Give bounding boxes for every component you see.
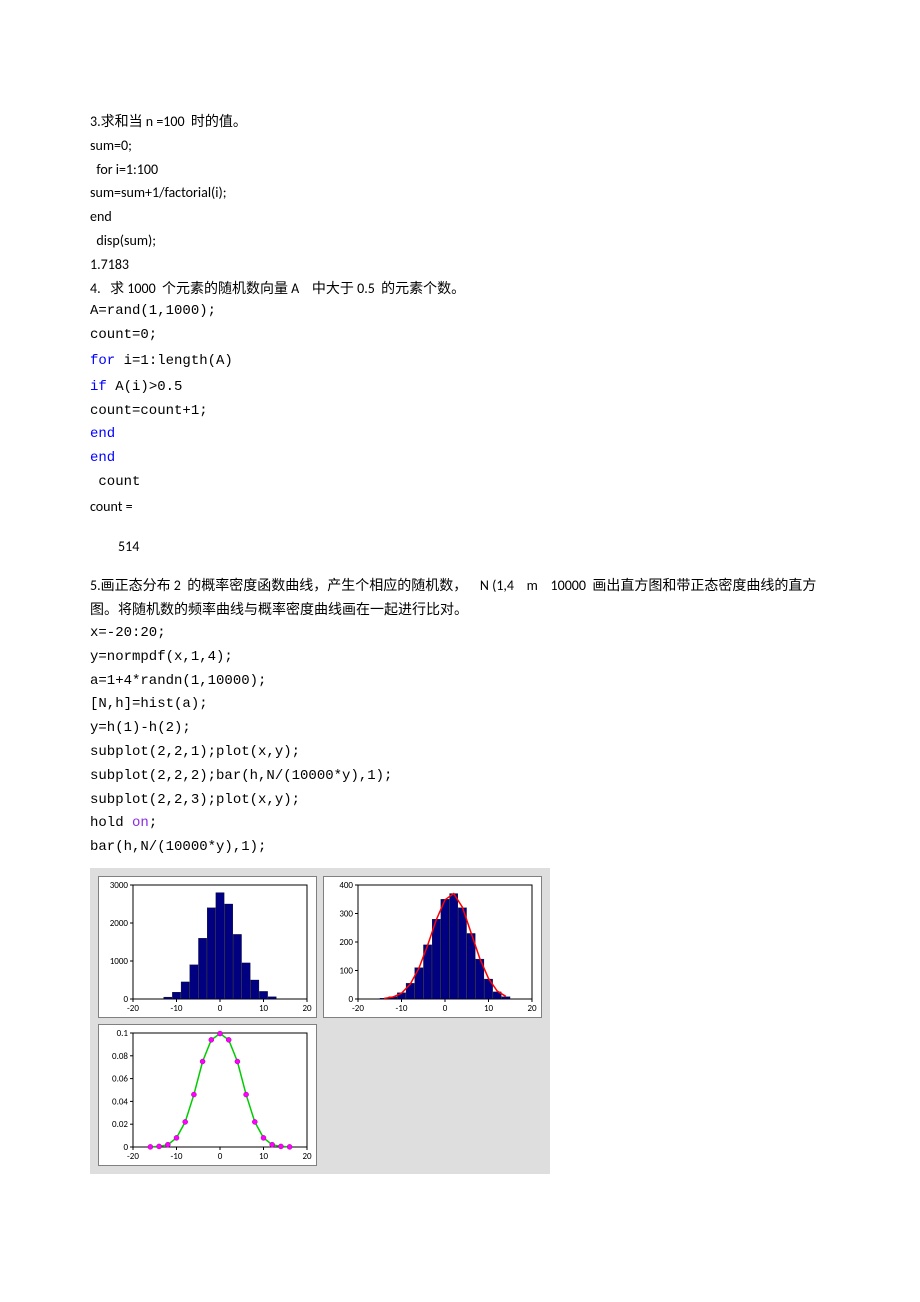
svg-text:10: 10 bbox=[259, 1151, 269, 1162]
q5-code-8: hold on; bbox=[90, 812, 830, 836]
q5-code-2: a=1+4*randn(1,10000); bbox=[90, 670, 830, 694]
q4-code-7: count bbox=[90, 471, 830, 495]
q4-code-4: count=count+1; bbox=[90, 400, 830, 424]
svg-text:0.04: 0.04 bbox=[112, 1096, 128, 1107]
svg-text:1000: 1000 bbox=[110, 956, 129, 967]
svg-text:-10: -10 bbox=[171, 1151, 183, 1162]
q5-code-5: subplot(2,2,1);plot(x,y); bbox=[90, 741, 830, 765]
svg-text:-10: -10 bbox=[171, 1003, 183, 1014]
svg-text:-10: -10 bbox=[396, 1003, 408, 1014]
svg-text:0: 0 bbox=[218, 1151, 223, 1162]
svg-text:400: 400 bbox=[339, 880, 353, 891]
subplot-3: -20 -10 0 10 20 0 0.02 0.04 0.06 0.08 0.1 bbox=[98, 1024, 317, 1166]
svg-text:10: 10 bbox=[484, 1003, 494, 1014]
svg-text:20: 20 bbox=[527, 1003, 537, 1014]
svg-text:0.1: 0.1 bbox=[117, 1028, 129, 1039]
figure-grid: -20-10010200100020003000 -20-10010200100… bbox=[90, 868, 550, 1174]
svg-text:100: 100 bbox=[339, 965, 353, 976]
svg-text:0: 0 bbox=[123, 1142, 128, 1153]
svg-text:-20: -20 bbox=[127, 1003, 139, 1014]
q4-code-1: count=0; bbox=[90, 324, 830, 348]
svg-text:200: 200 bbox=[339, 937, 353, 948]
svg-text:300: 300 bbox=[339, 908, 353, 919]
q4-title: 4. 求 1000 个元素的随机数向量 A 中大于 0.5 的元素个数。 bbox=[90, 277, 830, 301]
svg-text:0: 0 bbox=[443, 1003, 448, 1014]
svg-text:-20: -20 bbox=[127, 1151, 139, 1162]
svg-text:0.02: 0.02 bbox=[112, 1119, 128, 1130]
svg-text:20: 20 bbox=[302, 1003, 312, 1014]
q3-code-0: sum=0; bbox=[90, 134, 830, 158]
svg-text:10: 10 bbox=[259, 1003, 269, 1014]
q5-code-9: bar(h,N/(10000*y),1); bbox=[90, 836, 830, 860]
svg-text:0: 0 bbox=[348, 994, 353, 1005]
q5-title: 5.画正态分布 2 的概率密度函数曲线，产生个相应的随机数， N (1,4 m … bbox=[90, 574, 830, 622]
svg-text:-20: -20 bbox=[352, 1003, 364, 1014]
q3-code-5: 1.7183 bbox=[90, 253, 830, 277]
q5-code-6: subplot(2,2,2);bar(h,N/(10000*y),1); bbox=[90, 765, 830, 789]
subplot-1: -20 -10 0 10 20 0 1000 2000 3000 bbox=[98, 876, 317, 1018]
q3-code-3: end bbox=[90, 205, 830, 229]
svg-text:3000: 3000 bbox=[110, 880, 129, 891]
q4-code-5: end bbox=[90, 423, 830, 447]
q4-code-6: end bbox=[90, 447, 830, 471]
q4-code-0: A=rand(1,1000); bbox=[90, 300, 830, 324]
svg-text:0.06: 0.06 bbox=[112, 1074, 128, 1085]
q5-code-3: [N,h]=hist(a); bbox=[90, 693, 830, 717]
q5-code-block: x=-20:20;y=normpdf(x,1,4);a=1+4*randn(1,… bbox=[90, 622, 830, 860]
q3-code-2: sum=sum+1/factorial(i); bbox=[90, 181, 830, 205]
subplot-4-empty bbox=[323, 1024, 542, 1166]
q4-code-3: if A(i)>0.5 bbox=[90, 374, 830, 400]
svg-text:20: 20 bbox=[302, 1151, 312, 1162]
q4-code-2: for i=1:length(A) bbox=[90, 348, 830, 374]
q3-title: 3.求和当 n =100 时的值。 bbox=[90, 110, 830, 134]
q4-result-value: 514 bbox=[90, 535, 830, 559]
svg-text:2000: 2000 bbox=[110, 918, 129, 929]
q5-code-7: subplot(2,2,3);plot(x,y); bbox=[90, 789, 830, 813]
svg-text:0: 0 bbox=[123, 994, 128, 1005]
q4-result-label: count = bbox=[90, 495, 830, 519]
q3-code-1: for i=1:100 bbox=[90, 158, 830, 182]
q5-code-4: y=h(1)-h(2); bbox=[90, 717, 830, 741]
subplot-2: -20-10010200100200300400 bbox=[323, 876, 542, 1018]
svg-text:0.08: 0.08 bbox=[112, 1051, 128, 1062]
q4-code-block: A=rand(1,1000);count=0;for i=1:length(A)… bbox=[90, 300, 830, 494]
q3-code-4: disp(sum); bbox=[90, 229, 830, 253]
document-page: 3.求和当 n =100 时的值。 sum=0; for i=1:100 sum… bbox=[0, 0, 920, 1214]
q5-code-1: y=normpdf(x,1,4); bbox=[90, 646, 830, 670]
q5-code-0: x=-20:20; bbox=[90, 622, 830, 646]
svg-text:0: 0 bbox=[218, 1003, 223, 1014]
